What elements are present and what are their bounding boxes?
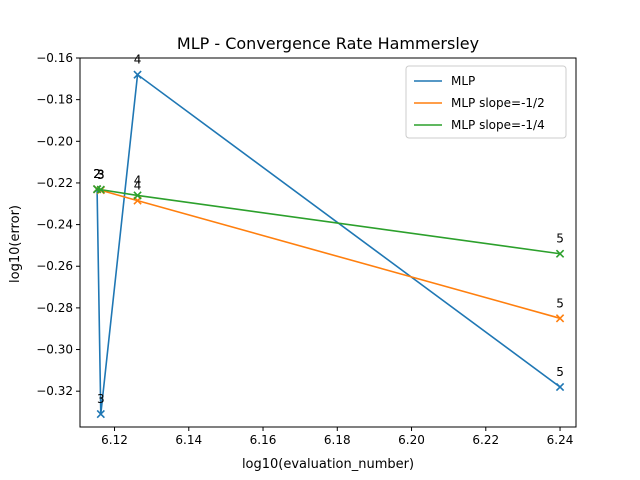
y-tick-label: −0.30 [36, 343, 73, 357]
legend-entry: MLP [451, 74, 475, 88]
y-tick-label: −0.18 [36, 93, 73, 107]
x-tick-label: 6.22 [472, 433, 499, 447]
data-point-label: 3 [97, 392, 105, 406]
legend-box [405, 65, 567, 139]
data-point-marker [555, 314, 565, 323]
x-tick-label: 6.14 [175, 433, 202, 447]
series-line [96, 188, 561, 255]
data-point-marker [133, 191, 142, 200]
data-point-label: 4 [134, 173, 142, 187]
plot-frame [79, 57, 577, 428]
y-axis: −0.32 −0.30 −0.28 −0.26 −0.24 −0.22 −0.20 −0.18… [36, 51, 80, 398]
y-tick-label: −0.22 [36, 176, 73, 190]
data-point-marker [96, 409, 105, 419]
data-point-marker [96, 185, 105, 194]
y-tick-label: −0.26 [36, 259, 73, 273]
x-tick-label: 6.20 [398, 433, 425, 447]
data-point-label: 2 [93, 167, 101, 181]
data-point-label: 5 [556, 296, 564, 310]
y-tick-label: −0.28 [36, 301, 73, 315]
chart-title: MLP - Convergence Rate Hammersley [177, 34, 479, 53]
y-tick-label: −0.32 [36, 384, 73, 398]
y-tick-label: −0.16 [36, 51, 73, 65]
data-point-marker [555, 382, 565, 392]
y-axis-label: log10(error) [8, 205, 23, 283]
legend-entry: MLP slope=-1/4 [451, 118, 545, 132]
x-axis: 6.12 6.14 6.16 6.18 6.20 6.22 6.24 [101, 427, 573, 447]
series-line [96, 73, 561, 415]
data-point-label: 2 [93, 167, 101, 181]
data-point-label: 3 [97, 168, 105, 182]
legend-entry: MLP slope=-1/2 [451, 96, 545, 110]
series-3: 23 4 5 [92, 167, 565, 258]
x-axis-label: log10(evaluation_number) [242, 457, 414, 472]
data-point-marker [133, 70, 142, 79]
data-point-label: 4 [134, 179, 142, 193]
data-point-label: 5 [556, 232, 564, 246]
x-tick-label: 6.24 [547, 433, 574, 447]
y-tick-label: −0.24 [36, 218, 73, 232]
data-point-label: 3 [97, 168, 105, 182]
data-point-label: 2 [93, 167, 101, 181]
x-tick-label: 6.18 [324, 433, 351, 447]
data-point-label: 5 [556, 365, 564, 379]
x-tick-label: 6.16 [250, 433, 277, 447]
legend: MLP MLP slope=-1/2 MLP slope=-1/4 [405, 65, 567, 139]
y-tick-label: −0.20 [36, 134, 73, 148]
data-point-marker [555, 249, 565, 258]
data-point-label: 4 [134, 53, 142, 67]
x-tick-label: 6.12 [101, 433, 128, 447]
